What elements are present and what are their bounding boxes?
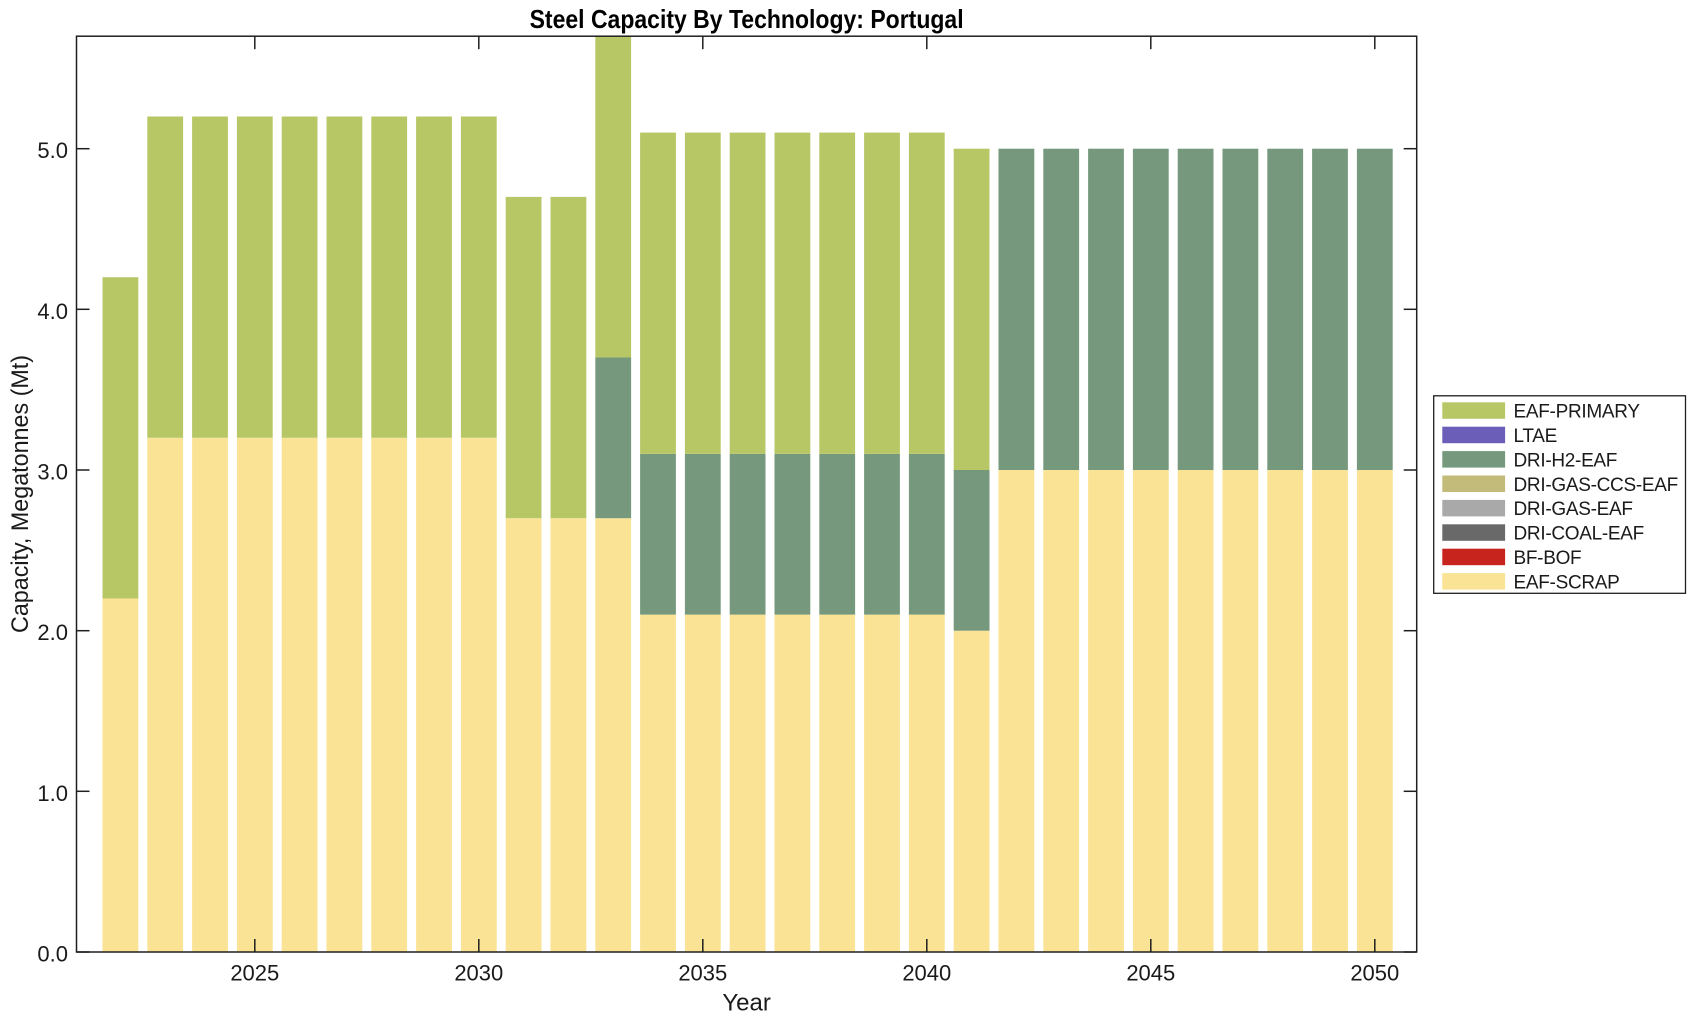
svg-text:0.0: 0.0	[37, 942, 68, 967]
svg-text:BF-BOF: BF-BOF	[1514, 548, 1582, 569]
svg-text:DRI-GAS-CCS-EAF: DRI-GAS-CCS-EAF	[1514, 475, 1678, 496]
svg-text:2030: 2030	[454, 961, 503, 986]
svg-text:Steel Capacity By Technology:: Steel Capacity By Technology: Portugal	[530, 4, 964, 34]
svg-text:1.0: 1.0	[37, 781, 68, 806]
svg-text:2025: 2025	[230, 961, 279, 986]
svg-text:2045: 2045	[1126, 961, 1175, 986]
svg-text:Capacity, Megatonnes (Mt): Capacity, Megatonnes (Mt)	[7, 355, 34, 633]
svg-text:Year: Year	[722, 990, 771, 1017]
svg-text:2040: 2040	[902, 961, 951, 986]
svg-text:2050: 2050	[1350, 961, 1399, 986]
svg-text:2.0: 2.0	[37, 620, 68, 645]
svg-text:LTAE: LTAE	[1514, 426, 1558, 447]
svg-text:5.0: 5.0	[37, 138, 68, 163]
svg-text:DRI-GAS-EAF: DRI-GAS-EAF	[1514, 499, 1633, 520]
svg-text:EAF-SCRAP: EAF-SCRAP	[1514, 572, 1620, 593]
svg-text:DRI-H2-EAF: DRI-H2-EAF	[1514, 450, 1618, 471]
svg-text:3.0: 3.0	[37, 460, 68, 485]
svg-text:4.0: 4.0	[37, 299, 68, 324]
svg-text:2035: 2035	[678, 961, 727, 986]
svg-text:DRI-COAL-EAF: DRI-COAL-EAF	[1514, 524, 1644, 545]
svg-text:EAF-PRIMARY: EAF-PRIMARY	[1514, 402, 1641, 423]
